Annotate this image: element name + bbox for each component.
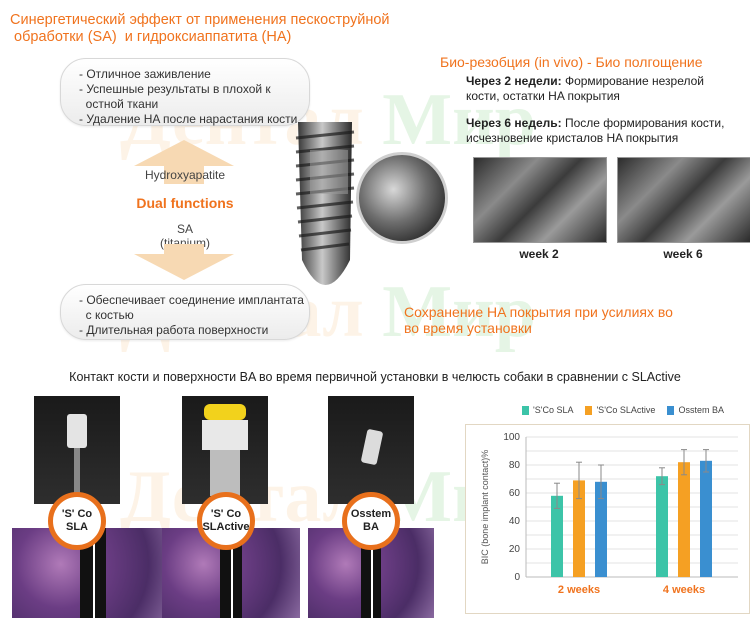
benefit-item: - Длительная работа поверхности	[79, 323, 269, 337]
legend-item: 'S'Co SLActive	[585, 405, 655, 415]
implant-photo-slactive	[182, 396, 268, 504]
y-tick-label: 80	[509, 460, 521, 471]
bio-resorption-title: Био-резобция (in vivo) - Био полгощение	[440, 54, 703, 70]
week6-text: После формирования кости,	[561, 116, 725, 130]
y-axis-label: BIC (bone implant contact)%	[480, 450, 490, 565]
page-title: Синергетический эффект от применения пес…	[10, 12, 390, 46]
benefits-pill-bottom: - Обеспечивает соединение имплантата с к…	[60, 284, 310, 340]
legend-swatch	[522, 405, 529, 415]
y-tick-label: 20	[509, 544, 521, 555]
title-line-1: Синергетический эффект от применения пес…	[10, 12, 390, 28]
legend-item: 'S'Co SLA	[522, 405, 573, 415]
week2-text-2: кости, остатки HA покрытия	[466, 89, 620, 103]
arrow-shaft	[164, 166, 204, 184]
preserve-line-1: Сохранение HA покрытия при усилиях во	[404, 304, 673, 320]
sem-image-week2	[473, 157, 607, 243]
implant-photo-sla	[34, 396, 120, 504]
bar	[573, 480, 585, 577]
benefit-item: с костью	[79, 308, 134, 322]
preserve-ha-text: Сохранение HA покрытия при усилиях во во…	[404, 304, 673, 336]
week6-heading: Через 6 недель:	[466, 116, 562, 130]
bar	[595, 481, 607, 577]
implant-photo-osstem	[328, 396, 414, 504]
legend-swatch	[667, 405, 675, 415]
title-line-2: обработки (SA) и гидроксиаппатита (HA)	[10, 29, 292, 45]
benefit-item: остной ткани	[79, 97, 159, 111]
legend-label: Osstem BA	[678, 405, 724, 415]
label-circle-osstem: Osstem BA	[342, 492, 400, 550]
week2-text: Формирование незрелой	[561, 74, 704, 88]
implant-image	[295, 122, 355, 285]
week2-heading: Через 2 недели:	[466, 74, 562, 88]
week2-description: Через 2 недели: Формирование незрелой ко…	[466, 74, 746, 104]
contact-comparison-title: Контакт кости и поверхности BA во время …	[69, 370, 681, 384]
x-category-label: 2 weeks	[558, 584, 600, 596]
hydroxyapatite-label: Hydroxyapatite	[144, 168, 226, 182]
legend-label: 'S'Co SLActive	[596, 405, 656, 415]
circle-line-1: Osstem	[350, 508, 392, 520]
benefits-pill-top: - Отличное заживление - Успешные результ…	[60, 58, 310, 126]
week6-label: week 6	[663, 247, 703, 261]
legend-swatch	[585, 405, 593, 415]
arrow-shaft	[164, 244, 204, 254]
sa-label: SA	[176, 222, 193, 236]
circle-line-1: 'S' Co	[210, 508, 242, 520]
arrow-down-icon	[134, 254, 234, 280]
week2-label: week 2	[519, 247, 559, 261]
x-category-label: 4 weeks	[663, 584, 705, 596]
y-tick-label: 60	[509, 488, 521, 499]
label-circle-sla: 'S' Co SLA	[48, 492, 106, 550]
benefit-item: - Успешные результаты в плохой к	[79, 82, 271, 96]
week6-text-2: исчезновение кристалов HA покрытия	[466, 131, 679, 145]
bic-chart: 0 20 40 60 80 100 BIC (bone implant contact)% 2…	[480, 432, 738, 596]
bar	[656, 476, 668, 577]
legend-item: Osstem BA	[667, 405, 724, 415]
benefit-item: - Удаление HA после нарастания кости	[79, 112, 298, 126]
circle-line-2: BA	[363, 521, 379, 533]
magnified-sem-circle	[356, 152, 448, 244]
benefit-item: - Обеспечивает соединение имплантата	[79, 293, 304, 307]
circle-line-1: 'S' Co	[61, 508, 93, 520]
circle-line-2: SLActive	[202, 521, 250, 533]
bic-chart-legend: 'S'Co SLA 'S'Co SLActive Osstem BA	[522, 405, 750, 415]
sem-image-week6	[617, 157, 750, 243]
circle-line-2: SLA	[66, 521, 88, 533]
y-tick-label: 40	[509, 516, 521, 527]
bar	[700, 460, 712, 577]
label-circle-slactive: 'S' Co SLActive	[197, 492, 255, 550]
week6-description: Через 6 недель: После формирования кости…	[466, 116, 750, 146]
bar	[678, 462, 690, 577]
preserve-line-2: во время установки	[404, 320, 532, 336]
arrow-up-icon	[134, 140, 234, 166]
bar	[551, 495, 563, 577]
dual-functions-label: Dual functions	[136, 195, 234, 211]
benefit-item: - Отличное заживление	[79, 67, 211, 81]
y-tick-label: 0	[514, 572, 520, 583]
legend-label: 'S'Co SLA	[533, 405, 574, 415]
y-tick-label: 100	[503, 432, 520, 443]
